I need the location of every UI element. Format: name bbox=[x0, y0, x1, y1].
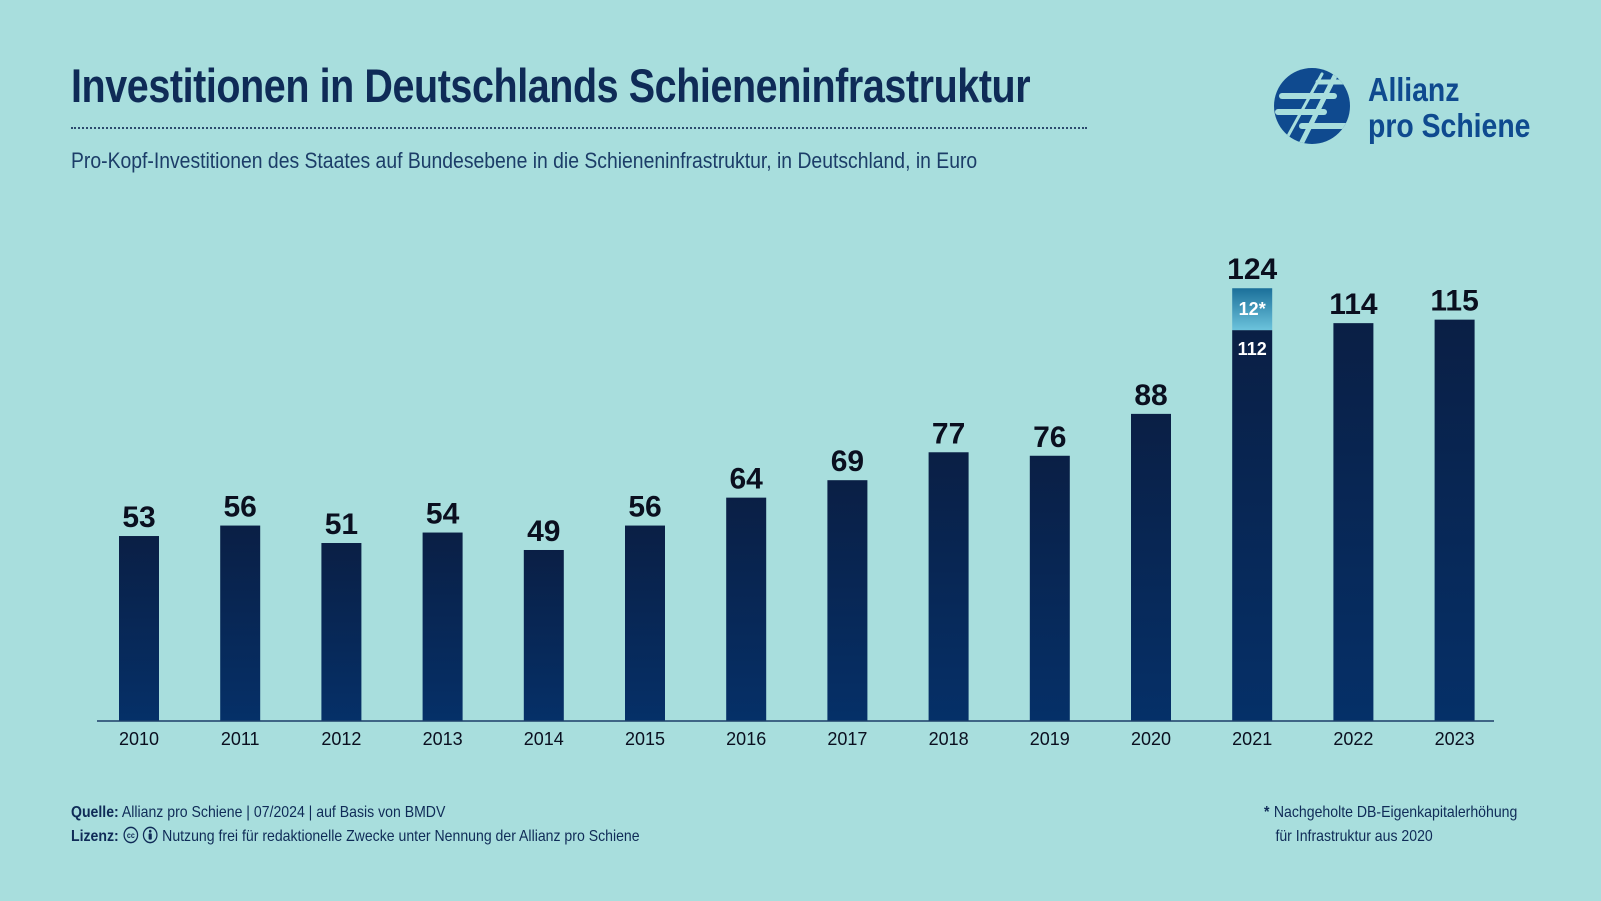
x-tick-label-2014: 2014 bbox=[524, 729, 564, 749]
value-label-2021: 124 bbox=[1227, 253, 1277, 286]
chart-title: Investitionen in Deutschlands Schienenin… bbox=[71, 59, 1031, 112]
bar-2021-base bbox=[1232, 330, 1273, 721]
bar-2018 bbox=[928, 452, 969, 721]
footnote-star: * bbox=[1264, 804, 1270, 821]
value-label-2010: 53 bbox=[122, 501, 155, 534]
license-label: Lizenz: bbox=[71, 828, 119, 845]
title-divider bbox=[71, 127, 1087, 129]
x-tick-label-2022: 2022 bbox=[1333, 729, 1373, 749]
x-tick-label-2012: 2012 bbox=[321, 729, 361, 749]
x-tick-label-2018: 2018 bbox=[929, 729, 969, 749]
chart-subtitle: Pro-Kopf-Investitionen des Staates auf B… bbox=[71, 148, 978, 173]
value-label-2022: 114 bbox=[1329, 288, 1378, 321]
footnote: * Nachgeholte DB-Eigenkapitalerhöhung für… bbox=[1264, 801, 1517, 849]
x-tick-label-2016: 2016 bbox=[726, 729, 766, 749]
creative-commons-icon: cc bbox=[123, 826, 138, 844]
x-tick-label-2010: 2010 bbox=[119, 729, 159, 749]
bar-2013 bbox=[422, 532, 463, 721]
value-label-2014: 49 bbox=[527, 515, 560, 548]
footnote-line-1: Nachgeholte DB-Eigenkapitalerhöhung bbox=[1273, 804, 1518, 821]
value-label-2023: 115 bbox=[1430, 285, 1478, 318]
x-tick-label-2023: 2023 bbox=[1435, 729, 1475, 749]
value-label-2019: 76 bbox=[1033, 421, 1066, 454]
bar-2022 bbox=[1333, 323, 1374, 721]
logo-line-1: Allianz bbox=[1368, 71, 1460, 108]
bar-2010 bbox=[119, 536, 159, 721]
logo-emblem-icon bbox=[1274, 68, 1350, 144]
x-tick-label-2013: 2013 bbox=[423, 729, 463, 749]
value-label-2018: 77 bbox=[932, 417, 965, 450]
bar-2021-extra-label: 12* bbox=[1239, 299, 1266, 319]
bar-2016 bbox=[726, 497, 767, 721]
value-label-2011: 56 bbox=[224, 491, 257, 524]
source-line: Quelle: Allianz pro Schiene | 07/2024 | … bbox=[71, 801, 640, 825]
source-footer: Quelle: Allianz pro Schiene | 07/2024 | … bbox=[71, 801, 640, 849]
svg-text:cc: cc bbox=[127, 831, 136, 841]
x-tick-label-2011: 2011 bbox=[221, 729, 260, 749]
bar-2023 bbox=[1434, 319, 1475, 721]
attribution-icon bbox=[142, 826, 158, 844]
license-line: Lizenz: cc Nutzung frei für redaktionell… bbox=[71, 825, 640, 849]
x-tick-label-2015: 2015 bbox=[625, 729, 665, 749]
value-label-2017: 69 bbox=[831, 445, 864, 478]
source-label: Quelle: bbox=[71, 804, 119, 821]
bar-2021-base-label: 112 bbox=[1238, 339, 1267, 359]
x-tick-label-2021: 2021 bbox=[1232, 729, 1272, 749]
x-tick-label-2020: 2020 bbox=[1131, 729, 1171, 749]
bar-2011 bbox=[220, 525, 261, 721]
value-label-2012: 51 bbox=[325, 508, 358, 541]
license-text: Nutzung frei für redaktionelle Zwecke un… bbox=[162, 828, 640, 845]
bar-2021-extra bbox=[1232, 288, 1273, 331]
bar-2019 bbox=[1029, 455, 1070, 721]
value-label-2016: 64 bbox=[730, 463, 764, 496]
footnote-line-2: für Infrastruktur aus 2020 bbox=[1275, 828, 1433, 845]
value-label-2015: 56 bbox=[628, 491, 661, 524]
logo-wordmark: Allianz pro Schiene bbox=[1368, 72, 1530, 144]
bar-2017 bbox=[827, 480, 868, 721]
x-tick-label-2019: 2019 bbox=[1030, 729, 1070, 749]
x-tick-label-2017: 2017 bbox=[827, 729, 867, 749]
bar-2020 bbox=[1131, 413, 1171, 721]
logo-line-2: pro Schiene bbox=[1368, 107, 1531, 144]
bar-2012 bbox=[321, 543, 362, 721]
bar-2015 bbox=[625, 525, 665, 721]
value-label-2013: 54 bbox=[426, 498, 460, 531]
source-text: Allianz pro Schiene | 07/2024 | auf Basi… bbox=[121, 804, 446, 821]
bar-2014 bbox=[523, 549, 564, 721]
allianz-pro-schiene-logo: Allianz pro Schiene bbox=[1272, 66, 1542, 152]
value-label-2020: 88 bbox=[1134, 379, 1167, 412]
